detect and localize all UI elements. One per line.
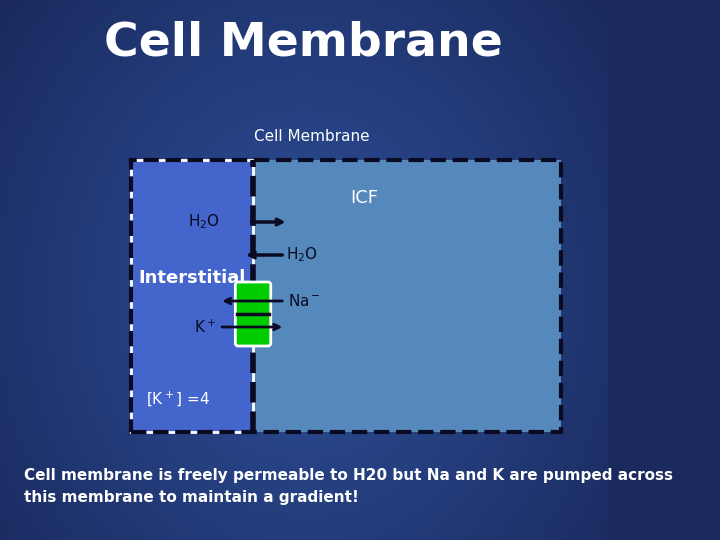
Bar [253, 160, 561, 432]
FancyBboxPatch shape [235, 282, 271, 346]
Text: ICF: ICF [350, 189, 378, 207]
Text: Cell Membrane: Cell Membrane [104, 21, 503, 65]
Text: $\mathregular{K^+}$: $\mathregular{K^+}$ [194, 319, 216, 336]
Text: Cell Membrane: Cell Membrane [254, 129, 370, 144]
Text: $\mathregular{H_2O}$: $\mathregular{H_2O}$ [286, 246, 318, 265]
Text: $\mathregular{[K^+]}$ =4: $\mathregular{[K^+]}$ =4 [146, 390, 210, 408]
Text: $\mathregular{H_2O}$: $\mathregular{H_2O}$ [188, 213, 220, 231]
Bar [131, 160, 561, 432]
Bar [131, 160, 253, 432]
Text: Interstitial: Interstitial [138, 269, 246, 287]
Text: $\mathregular{Na^-}$: $\mathregular{Na^-}$ [289, 293, 321, 309]
Text: Cell membrane is freely permeable to H20 but Na and K are pumped across
this mem: Cell membrane is freely permeable to H20… [24, 468, 672, 505]
